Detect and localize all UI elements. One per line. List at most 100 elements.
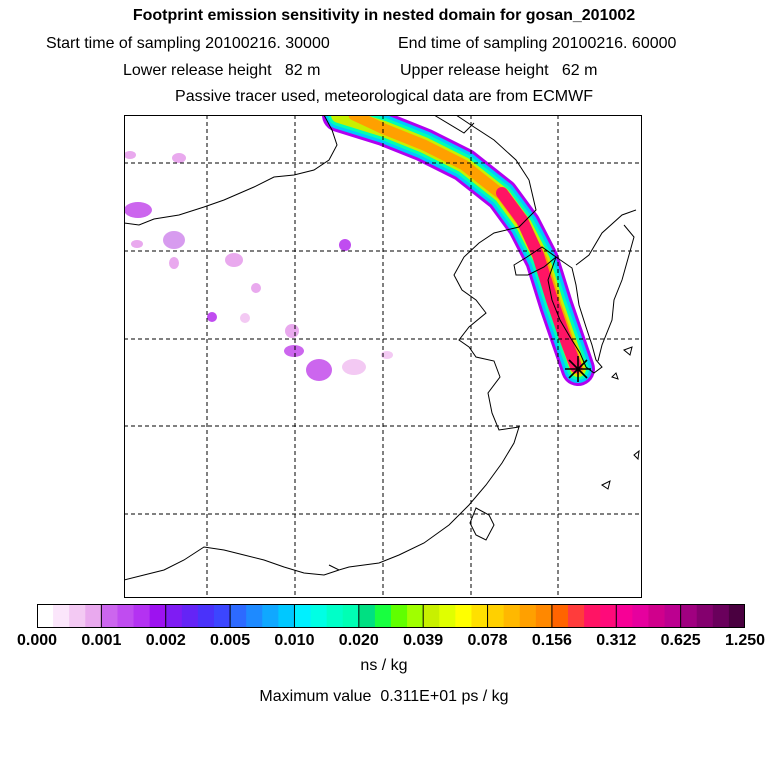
colorbar-swatch [455, 604, 473, 628]
colorbar-swatch [342, 604, 360, 628]
bohai-coast [513, 246, 557, 276]
colorbar-swatch [214, 604, 231, 628]
colorbar-swatch [696, 604, 714, 628]
colorbar-swatch [600, 604, 617, 628]
colorbar-swatch [535, 604, 553, 628]
gridlines [124, 115, 642, 598]
colorbar-tick-label: 0.000 [16, 632, 58, 649]
china-coast [328, 179, 537, 571]
colorbar-swatch [568, 604, 585, 628]
colorbar-swatch [230, 604, 247, 628]
colorbar-swatch [133, 604, 151, 628]
blotch [225, 253, 243, 267]
border-line [433, 115, 475, 134]
blotch [306, 359, 332, 381]
colorbar-swatch [69, 604, 86, 628]
colorbar-unit-label: ns / kg [360, 657, 408, 674]
colorbar-swatch [358, 604, 376, 628]
colorbar-swatch [165, 604, 183, 628]
colorbar-swatch [197, 604, 215, 628]
colorbar-swatch [519, 604, 537, 628]
blotch [285, 324, 299, 338]
colorbar-swatch [374, 604, 392, 628]
colorbar-swatch [728, 604, 745, 628]
sampling-start-label: Start time of sampling 20100216. 30000 [46, 35, 330, 52]
blotch [339, 239, 351, 251]
colorbar-swatch [439, 604, 456, 628]
colorbar-swatch [181, 604, 199, 628]
island [611, 372, 619, 380]
colorbar-tick-label: 0.625 [660, 632, 701, 649]
korea-coast [547, 256, 603, 374]
colorbar-swatch [246, 604, 263, 628]
lower-release-label: Lower release height 82 m [123, 62, 321, 79]
colorbar-frame [37, 604, 745, 628]
colorbar-swatch [278, 604, 296, 628]
tracer-info-label: Passive tracer used, meteorological data… [175, 88, 593, 105]
plume-core [496, 187, 582, 373]
colorbar-tick-label: 0.005 [210, 632, 251, 649]
colorbar-swatch [648, 604, 666, 628]
receptor-star-icon [565, 356, 591, 382]
border-line [455, 115, 530, 181]
colorbar-swatch [503, 604, 521, 628]
colorbar-swatches [37, 604, 745, 628]
blotch [342, 359, 366, 375]
taiwan-coast [469, 507, 495, 541]
blotch [172, 153, 186, 163]
blotch [169, 257, 179, 269]
colorbar-swatch [551, 604, 569, 628]
blotch [240, 313, 250, 323]
colorbar-swatch [53, 604, 70, 628]
blotch [284, 345, 304, 357]
island [601, 480, 611, 490]
colorbar-swatch [101, 604, 119, 628]
colorbar-swatch [632, 604, 650, 628]
blotch [124, 151, 136, 159]
southern-border [124, 546, 340, 581]
sampling-end-label: End time of sampling 20100216. 60000 [398, 35, 677, 52]
upper-release-label: Upper release height 62 m [400, 62, 598, 79]
maximum-value-label: Maximum value 0.311E+01 ps / kg [259, 688, 509, 705]
colorbar-swatch [471, 604, 489, 628]
star-stroke [568, 359, 588, 379]
colorbar-swatch [664, 604, 682, 628]
colorbar-swatch [680, 604, 698, 628]
colorbar-swatch [712, 604, 730, 628]
colorbar-swatch [37, 604, 54, 628]
coastlines [124, 115, 640, 581]
map-canvas [124, 115, 642, 598]
japan-sea-coast [597, 224, 635, 362]
figure-title: Footprint emission sensitivity in nested… [132, 7, 636, 24]
colorbar-tick-label: 0.312 [596, 632, 637, 649]
colorbar-swatch [584, 604, 601, 628]
border-line [124, 115, 338, 226]
colorbar-swatch [326, 604, 344, 628]
colorbar-swatch [616, 604, 633, 628]
colorbar-swatch [149, 604, 167, 628]
border-line [575, 209, 637, 266]
colorbar-tick-label: 0.001 [81, 632, 122, 649]
colorbar-swatch [117, 604, 135, 628]
colorbar-swatch [423, 604, 440, 628]
colorbar-tick-label: 1.250 [724, 632, 766, 649]
island [633, 449, 640, 461]
colorbar-swatch [294, 604, 312, 628]
colorbar-swatch [391, 604, 408, 628]
colorbar-tick-label: 0.020 [338, 632, 379, 649]
colorbar-swatch [407, 604, 424, 628]
blotch [381, 351, 393, 359]
colorbar-swatch [85, 604, 102, 628]
colorbar-swatch [487, 604, 505, 628]
colorbar-tick-label: 0.002 [145, 632, 186, 649]
island [623, 346, 633, 356]
colorbar-tick-label: 0.039 [403, 632, 444, 649]
blotch [207, 312, 217, 322]
colorbar-swatch [262, 604, 279, 628]
blotch [163, 231, 185, 249]
blotch [124, 202, 152, 218]
colorbar-dividers [100, 604, 682, 628]
colorbar [37, 604, 745, 628]
footprint-map [124, 115, 642, 598]
colorbar-tick-label: 0.010 [274, 632, 315, 649]
